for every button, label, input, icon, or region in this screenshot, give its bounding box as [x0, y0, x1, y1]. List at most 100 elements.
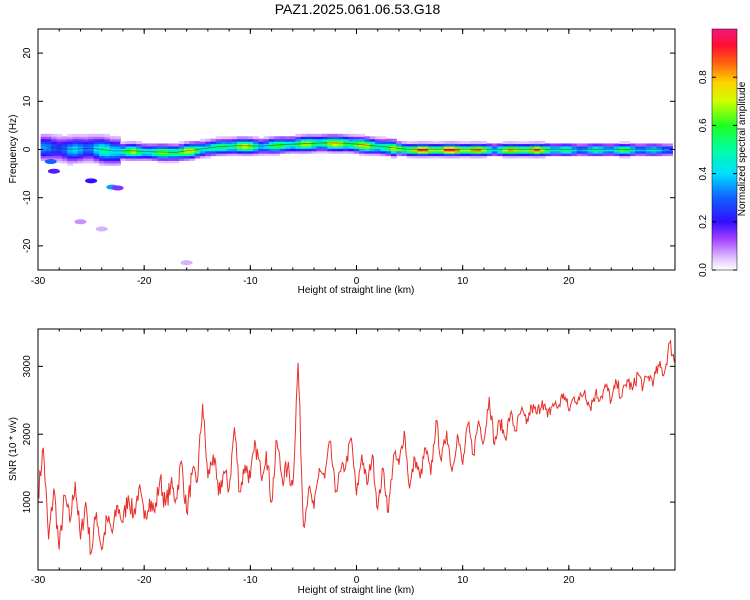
- heatmap-cell: [295, 133, 302, 137]
- heatmap-cell: [332, 133, 339, 137]
- heatmap-cell: [582, 145, 589, 149]
- heatmap-cell: [120, 141, 127, 145]
- heatmap-cell: [45, 143, 52, 147]
- heatmap-cell: [396, 143, 403, 147]
- heatmap-cell: [507, 150, 514, 154]
- colorbar-tick-label: 0.8: [698, 70, 709, 84]
- heatmap-cell: [380, 150, 387, 154]
- heatmap-cell: [77, 153, 84, 157]
- heatmap-cell: [51, 136, 58, 140]
- heatmap-cell: [566, 150, 573, 154]
- heatmap-cell: [321, 143, 328, 147]
- heatmap-cell: [624, 143, 631, 147]
- heatmap-cell: [316, 145, 323, 149]
- heatmap-cell: [316, 133, 323, 137]
- heatmap-cell: [152, 145, 159, 149]
- heatmap-cell: [99, 160, 105, 164]
- heatmap-cell: [534, 150, 541, 154]
- heatmap-cell: [396, 153, 403, 157]
- heatmap-blob: [44, 159, 57, 165]
- heatmap-cell: [321, 148, 328, 152]
- heatmap-cell: [263, 148, 270, 152]
- heatmap-cell: [332, 136, 339, 140]
- heatmap-cell: [120, 157, 127, 161]
- heatmap-cell: [109, 150, 116, 154]
- heatmap-cell: [56, 157, 63, 161]
- heatmap-cell: [598, 153, 604, 157]
- heatmap-cell: [77, 150, 84, 154]
- heatmap-cell: [146, 148, 153, 152]
- heatmap-cell: [364, 138, 371, 142]
- heatmap-cell: [215, 138, 222, 142]
- heatmap-cell: [77, 141, 84, 145]
- heatmap-cell: [136, 153, 143, 157]
- heatmap-cell: [88, 157, 95, 161]
- heatmap-cell: [481, 143, 488, 147]
- heatmap-cell: [274, 148, 281, 152]
- heatmap-cell: [401, 153, 408, 157]
- y-tick-label: 3000: [22, 355, 33, 378]
- heatmap-cell: [438, 153, 445, 157]
- heatmap-cell: [311, 150, 318, 154]
- heatmap-cell: [529, 145, 535, 149]
- heatmap-cell: [56, 150, 63, 154]
- heatmap-cell: [125, 150, 132, 154]
- heatmap-cell: [152, 153, 159, 157]
- heatmap-cell: [619, 153, 626, 157]
- heatmap-cell: [295, 150, 302, 154]
- snr-panel: -30 -20 -10 0 10 20 1000 2000 3000 Height of str…: [8, 328, 676, 596]
- heatmap-cell: [114, 141, 121, 145]
- heatmap-cell: [258, 141, 265, 145]
- heatmap-cell: [88, 150, 95, 154]
- heatmap-cell: [130, 141, 137, 145]
- heatmap-cell: [258, 145, 265, 149]
- heatmap-cell: [359, 138, 366, 142]
- heatmap-cell: [608, 153, 615, 157]
- heatmap-cell: [168, 153, 174, 157]
- heatmap-cell: [88, 133, 95, 137]
- heatmap-cell: [242, 153, 249, 157]
- heatmap-cell: [136, 145, 143, 149]
- heatmap-cell: [369, 153, 376, 157]
- heatmap-cell: [353, 148, 360, 152]
- heatmap-cell: [401, 141, 408, 145]
- heatmap-cell: [205, 153, 212, 157]
- heatmap-cell: [210, 143, 217, 147]
- heatmap-cell: [183, 143, 190, 147]
- heatmap-cell: [661, 153, 668, 157]
- heatmap-cell: [454, 153, 461, 157]
- heatmap-cell: [555, 143, 562, 147]
- heatmap-cell: [449, 153, 456, 157]
- heatmap-cell: [624, 153, 631, 157]
- heatmap-cell: [337, 141, 344, 145]
- heatmap-cell: [146, 153, 153, 157]
- heatmap-cell: [237, 138, 243, 142]
- heatmap-cell: [438, 155, 445, 159]
- heatmap-cell: [146, 150, 153, 154]
- heatmap-cell: [486, 150, 493, 154]
- heatmap-cell: [465, 141, 472, 145]
- heatmap-cell: [226, 141, 233, 145]
- heatmap-cell: [550, 143, 557, 147]
- heatmap-cell: [422, 153, 429, 157]
- heatmap-cell: [136, 143, 143, 147]
- heatmap-cell: [72, 136, 79, 140]
- heatmap-cell: [77, 160, 84, 164]
- heatmap-cell: [61, 141, 68, 145]
- heatmap-cell: [359, 133, 366, 137]
- heatmap-cell: [385, 150, 392, 154]
- heatmap-cell: [348, 148, 355, 152]
- heatmap-cell: [321, 145, 328, 149]
- heatmap-cell: [311, 141, 318, 145]
- y-tick-label: 1000: [22, 491, 33, 514]
- heatmap-cell: [444, 143, 450, 147]
- heatmap-cell: [619, 141, 626, 145]
- heatmap-cell: [470, 155, 477, 159]
- heatmap-cell: [640, 145, 647, 149]
- heatmap-cell: [252, 141, 259, 145]
- heatmap-cell: [454, 150, 461, 154]
- heatmap-cell: [178, 141, 185, 145]
- heatmap-cell: [263, 143, 270, 147]
- heatmap-cell: [189, 145, 196, 149]
- heatmap-cell: [93, 136, 100, 140]
